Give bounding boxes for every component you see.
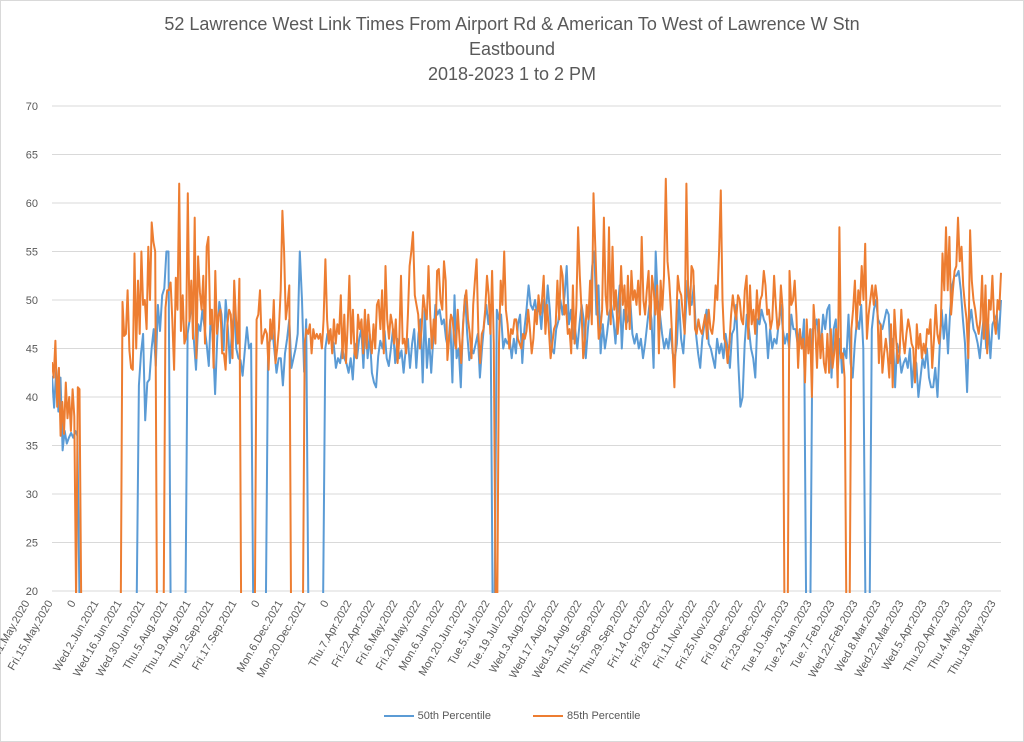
legend: 50th Percentile 85th Percentile [0, 710, 1024, 722]
y-tick-label: 20 [26, 586, 38, 598]
y-tick-label: 45 [26, 344, 38, 356]
legend-item-85th[interactable]: 85th Percentile [533, 710, 640, 722]
y-tick-label: 40 [26, 392, 38, 404]
series-lines [52, 177, 1002, 593]
chart-subtitle-period: 2018-2023 1 to 2 PM [427, 64, 597, 84]
y-tick-label: 50 [26, 295, 38, 307]
y-axis-tick-labels: 20 25 30 35 40 45 50 55 60 65 70 [26, 101, 38, 598]
y-tick-label: 35 [26, 441, 38, 453]
y-tick-label: 30 [26, 489, 38, 501]
y-tick-label: 70 [26, 101, 38, 113]
legend-label-85th: 85th Percentile [567, 710, 641, 722]
x-tick-label: 0 [249, 599, 262, 610]
y-tick-label: 55 [26, 247, 38, 259]
y-tick-label: 60 [26, 198, 38, 210]
legend-swatch-85th [533, 715, 563, 717]
y-tick-label: 25 [26, 538, 38, 550]
chart-subtitle-direction: Eastbound [468, 39, 556, 59]
legend-label-50th: 50th Percentile [417, 710, 491, 722]
series-line-85th-percentile [52, 177, 1002, 593]
chart-title: 52 Lawrence West Link Times From Airport… [164, 14, 860, 34]
y-tick-label: 65 [26, 150, 38, 162]
x-tick-label: 0 [318, 599, 331, 610]
legend-swatch-50th [383, 715, 414, 717]
x-tick-label: 0 [65, 599, 78, 610]
legend-item-50th[interactable]: 50th Percentile [383, 710, 491, 722]
